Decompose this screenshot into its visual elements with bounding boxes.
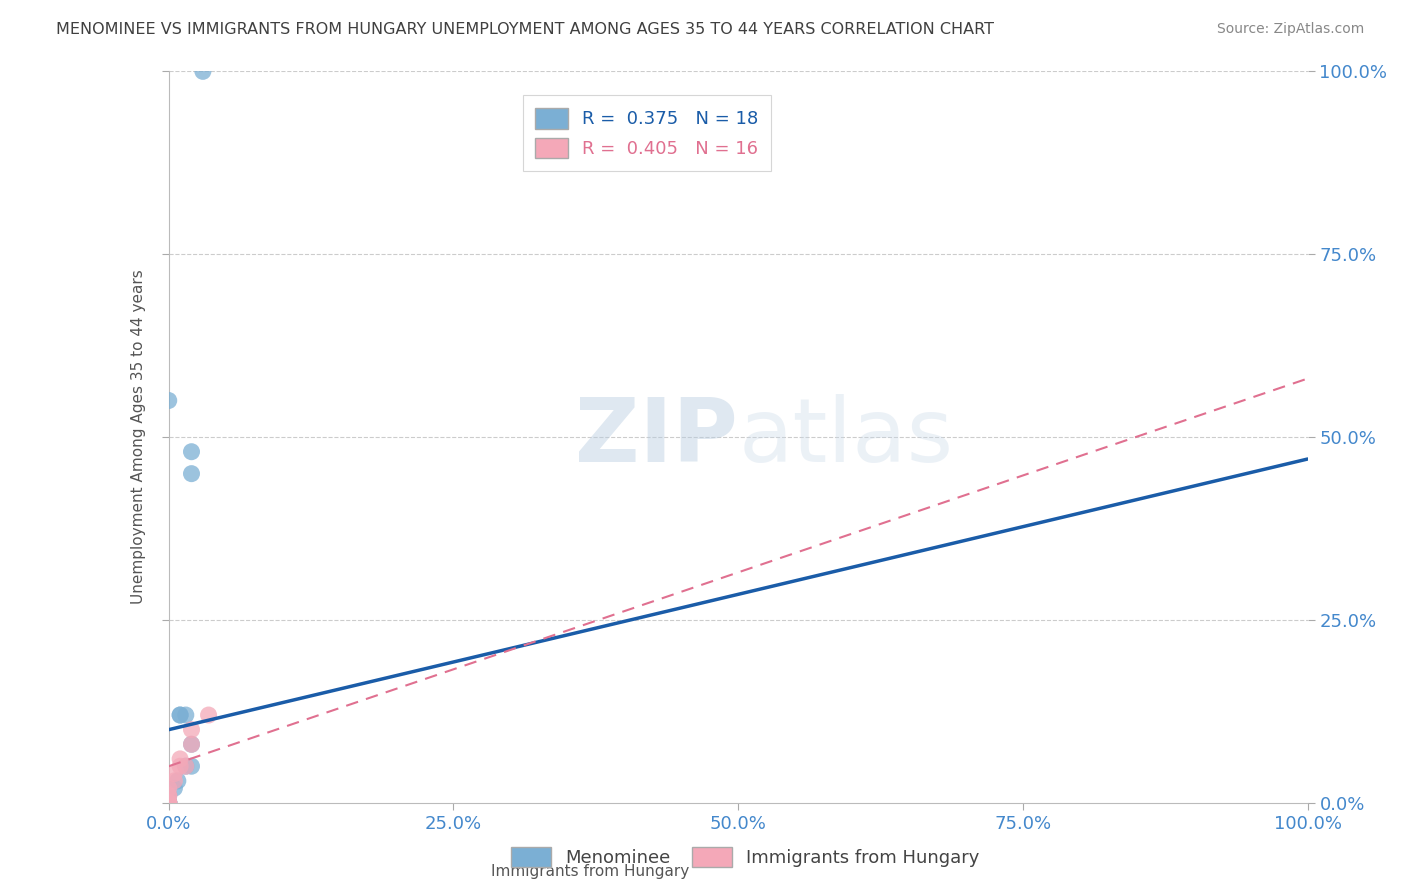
Point <box>157 781 180 796</box>
Point <box>157 796 180 810</box>
Point <box>157 789 180 803</box>
Point <box>157 796 180 810</box>
Text: atlas: atlas <box>738 393 953 481</box>
Point <box>180 444 202 458</box>
Point <box>174 759 197 773</box>
Point <box>174 759 197 773</box>
Point <box>157 796 180 810</box>
Point <box>157 796 180 810</box>
Point <box>191 64 214 78</box>
Point <box>169 708 191 723</box>
Text: Immigrants from Hungary: Immigrants from Hungary <box>491 863 690 879</box>
Point <box>197 708 219 723</box>
Legend: R =  0.375   N = 18, R =  0.405   N = 16: R = 0.375 N = 18, R = 0.405 N = 16 <box>523 95 772 171</box>
Point <box>169 752 191 766</box>
Point <box>157 796 180 810</box>
Point <box>180 737 202 751</box>
Point <box>157 789 180 803</box>
Point <box>157 789 180 803</box>
Point <box>157 796 180 810</box>
Point <box>163 766 186 780</box>
Legend: Menominee, Immigrants from Hungary: Menominee, Immigrants from Hungary <box>503 839 987 874</box>
Point <box>157 393 180 408</box>
Point <box>157 796 180 810</box>
Point <box>169 708 191 723</box>
Point <box>180 737 202 751</box>
Point <box>166 773 188 788</box>
Point <box>163 773 186 788</box>
Point <box>180 759 202 773</box>
Point <box>157 796 180 810</box>
Point <box>174 708 197 723</box>
Point <box>180 467 202 481</box>
Point <box>169 759 191 773</box>
Point <box>180 723 202 737</box>
Point <box>157 796 180 810</box>
Point <box>157 796 180 810</box>
Point <box>163 781 186 796</box>
Text: MENOMINEE VS IMMIGRANTS FROM HUNGARY UNEMPLOYMENT AMONG AGES 35 TO 44 YEARS CORR: MENOMINEE VS IMMIGRANTS FROM HUNGARY UNE… <box>56 22 994 37</box>
Text: Source: ZipAtlas.com: Source: ZipAtlas.com <box>1216 22 1364 37</box>
Y-axis label: Unemployment Among Ages 35 to 44 years: Unemployment Among Ages 35 to 44 years <box>131 269 146 605</box>
Text: ZIP: ZIP <box>575 393 738 481</box>
